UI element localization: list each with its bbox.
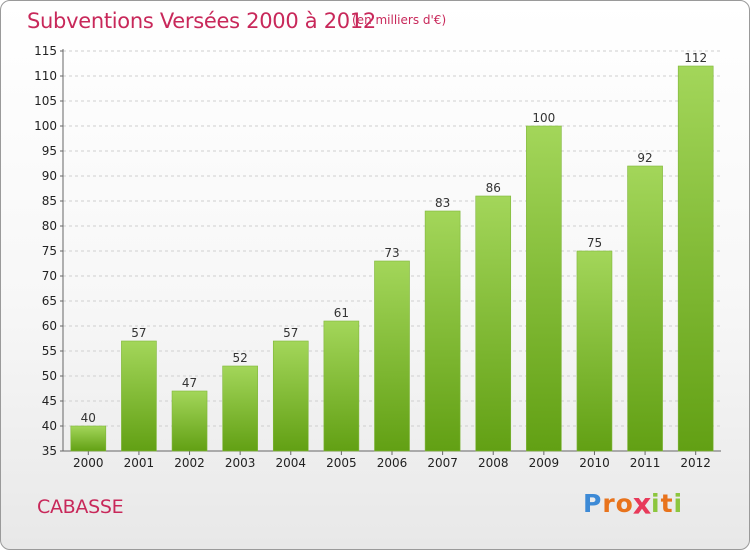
value-label-2012: 112: [684, 51, 707, 65]
x-tick-label-2007: 2007: [427, 456, 458, 470]
logo-letter: i: [651, 489, 661, 518]
y-tick-label: 75: [42, 244, 57, 258]
y-tick-label: 115: [34, 44, 57, 58]
x-tick-label-2011: 2011: [630, 456, 661, 470]
x-tick-label-2012: 2012: [680, 456, 711, 470]
x-tick-label-2005: 2005: [326, 456, 357, 470]
y-tick-label: 110: [34, 69, 57, 83]
bar-2001: [121, 340, 157, 452]
logo-letter: t: [660, 489, 674, 518]
chart-title: Subventions Versées 2000 à 2012: [27, 9, 376, 33]
value-label-2011: 92: [637, 151, 652, 165]
bar-2010: [576, 250, 613, 452]
value-label-2010: 75: [587, 236, 602, 250]
y-tick-label: 85: [42, 194, 57, 208]
x-tick-label-2001: 2001: [124, 456, 155, 470]
x-tick-label-2004: 2004: [275, 456, 306, 470]
bar-2003: [222, 365, 258, 452]
logo-letter: P: [583, 489, 603, 518]
y-tick-label: 45: [42, 394, 57, 408]
y-tick-label: 35: [42, 444, 57, 458]
x-tick-label-2003: 2003: [225, 456, 256, 470]
y-tick-label: 80: [42, 219, 57, 233]
logo-letter: i: [673, 489, 684, 518]
unit-label: (en milliers d'€): [352, 13, 447, 27]
y-tick-label: 100: [34, 119, 57, 133]
logo-letter: o: [615, 489, 634, 518]
bar-2005: [323, 320, 360, 452]
x-tick-label-2006: 2006: [377, 456, 408, 470]
value-label-2007: 83: [435, 196, 450, 210]
y-tick-label: 70: [42, 269, 57, 283]
x-tick-label-2009: 2009: [529, 456, 560, 470]
y-tick-label: 40: [42, 419, 57, 433]
value-label-2009: 100: [532, 111, 555, 125]
y-tick-label: 50: [42, 369, 57, 383]
value-label-2004: 57: [283, 326, 298, 340]
city-name: CABASSE: [37, 496, 124, 518]
proxiti-logo: Proxiti: [583, 486, 684, 521]
logo-letter: r: [602, 489, 616, 518]
value-label-2006: 73: [384, 246, 399, 260]
value-label-2001: 57: [131, 326, 146, 340]
value-label-2002: 47: [182, 376, 197, 390]
value-label-2008: 86: [486, 181, 501, 195]
bar-2009: [526, 125, 562, 452]
y-tick-label: 105: [34, 94, 57, 108]
y-tick-label: 60: [42, 319, 57, 333]
x-tick-label-2000: 2000: [73, 456, 104, 470]
bar-2004: [272, 340, 309, 452]
bar-2000: [70, 425, 107, 452]
value-label-2005: 61: [334, 306, 349, 320]
logo-letter: x: [632, 486, 653, 521]
y-tick-label: 90: [42, 169, 57, 183]
value-label-2000: 40: [81, 411, 96, 425]
bar-2007: [424, 210, 461, 452]
value-label-2003: 52: [233, 351, 248, 365]
bar-2011: [627, 165, 663, 452]
bar-2006: [374, 260, 410, 452]
y-tick-label: 65: [42, 294, 57, 308]
bar-2008: [475, 195, 512, 452]
x-tick-label-2010: 2010: [579, 456, 610, 470]
y-tick-label: 95: [42, 144, 57, 158]
bar-2012: [677, 65, 714, 452]
y-tick-label: 55: [42, 344, 57, 358]
x-tick-label-2002: 2002: [174, 456, 205, 470]
bar-2002: [171, 390, 208, 452]
x-tick-label-2008: 2008: [478, 456, 509, 470]
